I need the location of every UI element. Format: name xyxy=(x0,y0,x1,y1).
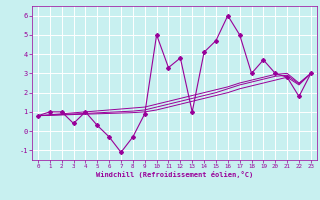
X-axis label: Windchill (Refroidissement éolien,°C): Windchill (Refroidissement éolien,°C) xyxy=(96,171,253,178)
